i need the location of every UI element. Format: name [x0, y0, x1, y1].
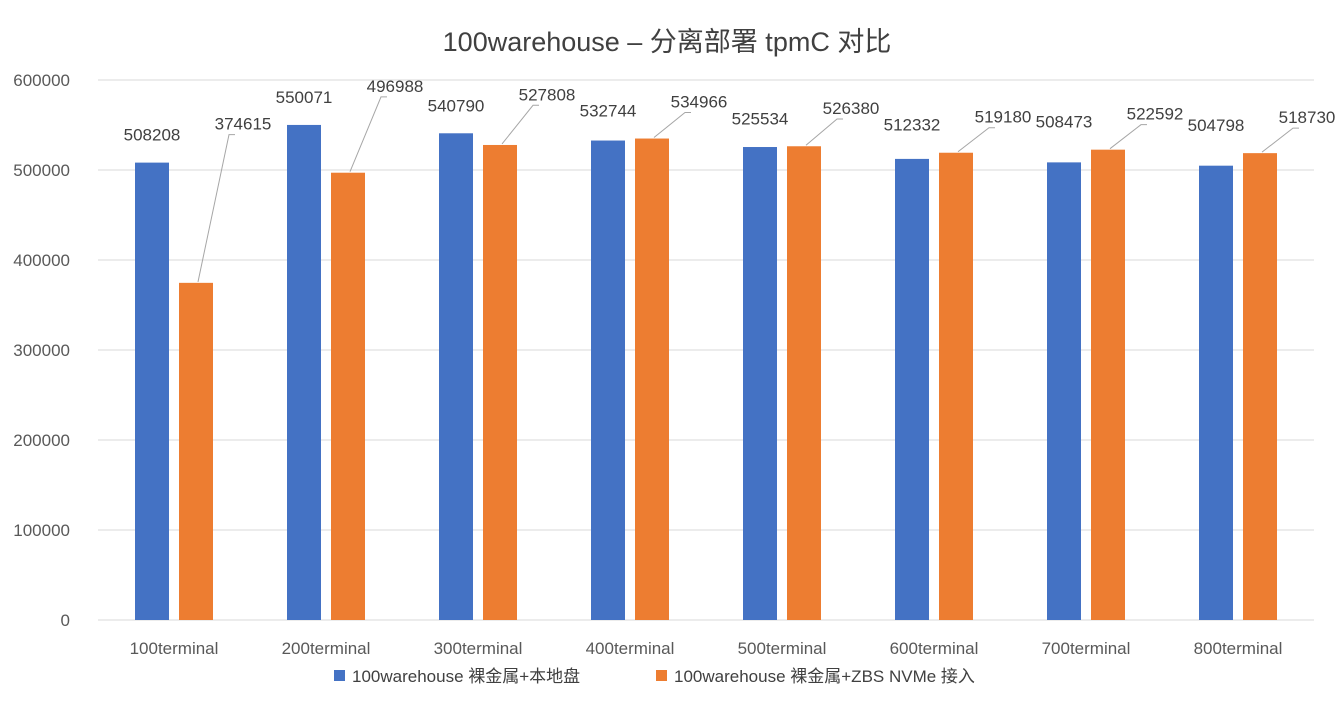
x-tick-label: 500terminal — [738, 639, 827, 658]
data-label-series-2: 522592 — [1127, 105, 1184, 124]
bar-series-2 — [483, 144, 517, 621]
y-tick-label: 0 — [61, 611, 70, 630]
y-axis-ticks: 0 100000 200000 300000 400000 500000 600000 — [13, 71, 70, 630]
bar-series-2 — [179, 282, 213, 620]
y-tick-label: 500000 — [13, 161, 70, 180]
chart-title: 100warehouse – 分离部署 tpmC 对比 — [443, 27, 892, 57]
data-label-series-2: 518730 — [1279, 108, 1335, 127]
data-label-series-1: 525534 — [732, 109, 789, 128]
bar-series-2 — [331, 172, 365, 620]
y-tick-label: 200000 — [13, 431, 70, 450]
bar-series-2 — [939, 152, 973, 620]
gridlines — [98, 79, 1314, 621]
y-tick-label: 100000 — [13, 521, 70, 540]
x-tick-label: 800terminal — [1194, 639, 1283, 658]
leader-line — [653, 112, 691, 138]
bar-series-2 — [787, 146, 821, 620]
x-axis-ticks: 100terminal 200terminal 300terminal 400term… — [130, 639, 1283, 658]
bar-series-1 — [895, 158, 929, 621]
legend-label: 100warehouse 裸金属+本地盘 — [352, 667, 580, 686]
x-tick-label: 300terminal — [434, 639, 523, 658]
data-label-series-2: 374615 — [215, 115, 272, 134]
bar-series-1 — [287, 124, 321, 620]
legend-swatch — [656, 670, 667, 681]
legend-label: 100warehouse 裸金属+ZBS NVMe 接入 — [674, 667, 975, 686]
data-label-series-2: 534966 — [671, 93, 728, 112]
leader-line — [1261, 127, 1299, 153]
data-label-series-1: 540790 — [428, 96, 485, 115]
bars — [135, 124, 1277, 621]
leader-line — [349, 96, 387, 172]
bar-series-1 — [1047, 162, 1081, 620]
data-label-series-1: 532744 — [580, 102, 637, 121]
bar-series-1 — [439, 133, 473, 620]
bar-series-1 — [1199, 165, 1233, 620]
legend: 100warehouse 裸金属+本地盘 100warehouse 裸金属+ZBS… — [334, 667, 975, 686]
data-label-series-1: 508208 — [124, 126, 181, 145]
x-tick-label: 700terminal — [1042, 639, 1131, 658]
leader-line — [1109, 124, 1147, 150]
x-tick-label: 200terminal — [282, 639, 371, 658]
x-tick-label: 600terminal — [890, 639, 979, 658]
bar-series-2 — [635, 138, 669, 621]
y-tick-label: 600000 — [13, 71, 70, 90]
data-label-series-2: 526380 — [823, 99, 880, 118]
leader-line — [957, 127, 995, 153]
data-label-series-1: 550071 — [276, 88, 333, 107]
x-tick-label: 400terminal — [586, 639, 675, 658]
leader-line — [197, 134, 235, 282]
data-label-series-1: 508473 — [1036, 113, 1093, 132]
x-tick-label: 100terminal — [130, 639, 219, 658]
data-label-series-2: 519180 — [975, 108, 1032, 127]
data-label-series-1: 512332 — [884, 116, 941, 135]
y-tick-label: 400000 — [13, 251, 70, 270]
bar-series-1 — [591, 140, 625, 620]
data-label-series-1: 504798 — [1188, 116, 1245, 135]
bar-series-1 — [743, 147, 777, 620]
data-label-series-2: 527808 — [519, 85, 576, 104]
bar-series-1 — [135, 162, 169, 620]
legend-swatch — [334, 670, 345, 681]
bar-series-2 — [1243, 153, 1277, 620]
bar-series-2 — [1091, 149, 1125, 620]
leader-line — [501, 104, 539, 145]
data-label-series-2: 496988 — [367, 77, 424, 96]
leader-line — [805, 118, 843, 146]
y-tick-label: 300000 — [13, 341, 70, 360]
